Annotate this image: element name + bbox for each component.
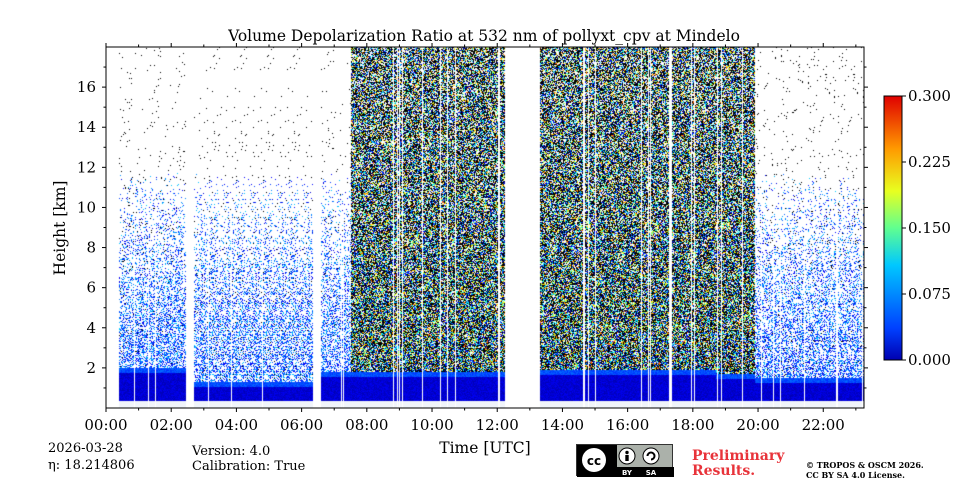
y-tick-label: 6 (86, 279, 96, 297)
cc-sa-label: SA (646, 469, 657, 477)
x-tick-label: 10:00 (410, 416, 453, 434)
calibration-label: Calibration: True (192, 459, 306, 474)
colorbar-ticks: 0.000 0.075 0.150 0.225 0.300 (902, 87, 951, 369)
colorbar-gradient (883, 95, 903, 361)
cc-by-label: BY (622, 469, 633, 477)
eta-label: η: 18.214806 (48, 458, 135, 473)
colorbar-tick-label: 0.225 (908, 153, 951, 171)
y-axis: 2 4 6 8 10 12 14 16 (77, 66, 868, 389)
x-tick-label: 04:00 (215, 416, 258, 434)
license-label: CC BY SA 4.0 License. (806, 470, 905, 480)
plot-area (105, 46, 865, 409)
colorbar-tick-label: 0.150 (908, 219, 951, 237)
x-tick-label: 12:00 (476, 416, 519, 434)
y-axis-label: Height [km] (51, 181, 69, 276)
copyright-label: © TROPOS & OSCM 2026. (806, 460, 924, 470)
depolarization-raster (106, 47, 864, 408)
cc-icon (582, 448, 606, 472)
x-tick-label: 02:00 (150, 416, 193, 434)
colorbar-tick-label: 0.000 (908, 351, 951, 369)
colorbar-tick-label: 0.075 (908, 285, 951, 303)
date-label: 2026-03-28 (48, 441, 123, 456)
results-label: Results. (692, 463, 756, 479)
x-tick-label: 18:00 (671, 416, 714, 434)
preliminary-label: Preliminary (692, 448, 785, 464)
depolarization-field (106, 47, 864, 408)
y-tick-label: 8 (86, 239, 96, 257)
share-alike-icon (642, 447, 660, 465)
x-tick-label: 16:00 (606, 416, 649, 434)
chart-title: Volume Depolarization Ratio at 532 nm of… (227, 27, 740, 45)
x-tick-label: 20:00 (736, 416, 779, 434)
cc-license-badge: cc BY SA (576, 444, 674, 477)
y-tick-label: 10 (77, 198, 96, 216)
y-tick-label: 12 (77, 158, 96, 176)
x-tick-label: 00:00 (84, 416, 127, 434)
colorbar: 0.000 0.075 0.150 0.225 0.300 (883, 87, 951, 369)
x-axis: 00:00 02:00 04:00 06:00 08:00 10:00 12:00 14:00… (84, 43, 857, 434)
version-label: Version: 4.0 (192, 444, 271, 459)
colorbar-tick-label: 0.300 (908, 87, 951, 105)
y-tick-label: 14 (77, 118, 96, 136)
x-axis-label: Time [UTC] (439, 439, 530, 457)
x-tick-label: 08:00 (345, 416, 388, 434)
svg-text:cc: cc (587, 454, 601, 468)
y-tick-label: 2 (86, 359, 96, 377)
y-tick-label: 4 (86, 319, 96, 337)
y-tick-label: 16 (77, 78, 96, 96)
x-tick-label: 22:00 (802, 416, 845, 434)
x-tick-label: 14:00 (541, 416, 584, 434)
x-tick-label: 06:00 (280, 416, 323, 434)
